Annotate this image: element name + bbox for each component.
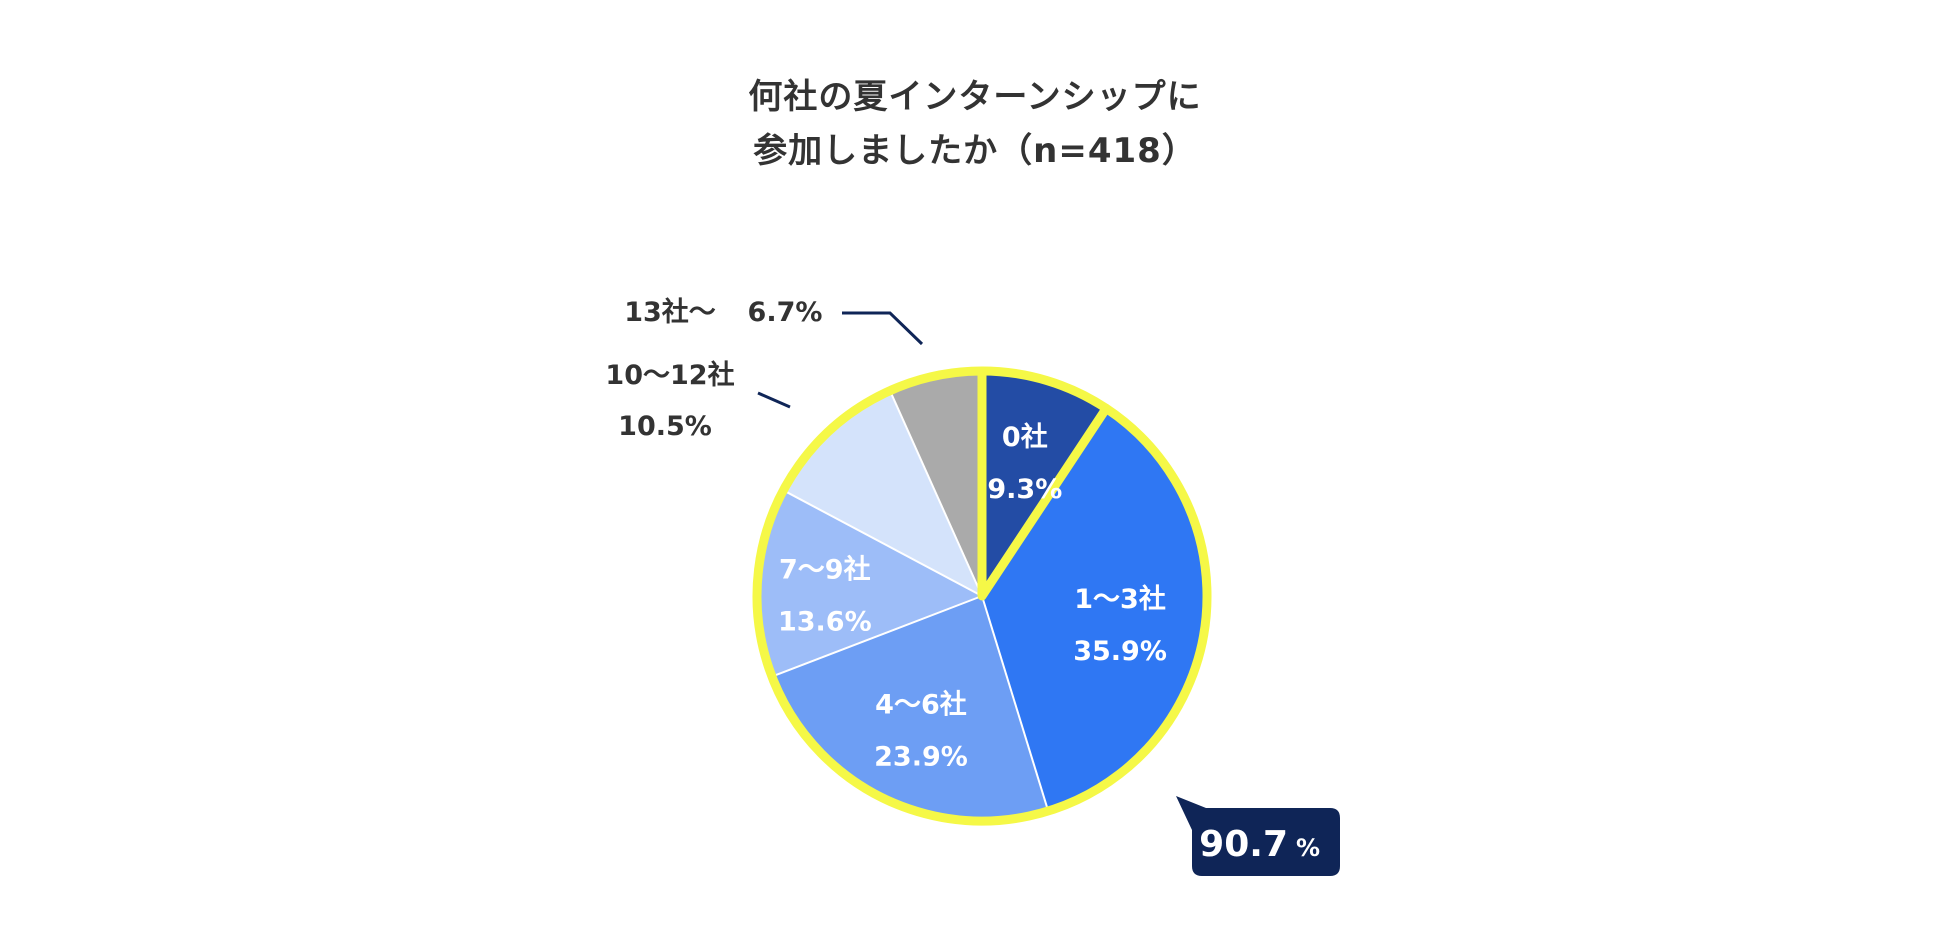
slice-value-label: 10.5% (618, 411, 712, 442)
pie-slice (982, 371, 1107, 596)
slice-name-label: 10〜12社 (605, 359, 734, 391)
slice-name-label: 4〜6社 (875, 688, 967, 720)
slice-name-label: 1〜3社 (1074, 583, 1166, 615)
pie-slice (982, 408, 1208, 812)
pie-slices (756, 371, 1208, 821)
highlight-badge: 90.7 % (1176, 796, 1340, 876)
slice-name-label: 13社〜 (624, 296, 716, 328)
pie-slice (756, 490, 982, 677)
pie-slice (771, 596, 1049, 821)
slice-name-label: 7〜9社 (779, 553, 871, 585)
slice-labels: 0社 9.3% 1〜3社 35.9% 4〜6社 23.9% 7〜9社 13.6% 10〜12社 1… (605, 296, 1166, 772)
highlight-badge-unit: % (1296, 834, 1320, 862)
chart-title-line-1: 何社の夏インターンシップに (748, 77, 1202, 117)
highlight-badge-shape (1176, 796, 1340, 876)
slice-separator (782, 489, 983, 597)
slice-separator (771, 595, 983, 678)
highlight-outline (752, 366, 1212, 826)
pie-slice (889, 371, 982, 596)
highlight-badge-value: 90.7 (1199, 824, 1288, 865)
leader-lines (757, 311, 924, 409)
leader-line (842, 311, 924, 346)
leader-line (757, 391, 791, 409)
slice-separator (981, 595, 1050, 812)
slice-separator (889, 390, 983, 597)
slice-value-label: 9.3% (987, 474, 1062, 505)
slice-value-label: 13.6% (778, 606, 872, 637)
slice-value-label: 23.9% (874, 741, 968, 772)
chart-title: 何社の夏インターンシップに 参加しましたか（n=418） (0, 70, 1950, 178)
pie-outer-ring (982, 366, 1109, 413)
chart-title-line-2: 参加しましたか（n=418） (753, 131, 1197, 171)
pie-slice (783, 390, 982, 596)
slice-value-label: 6.7% (748, 297, 823, 328)
slice-name-label: 0社 (1002, 421, 1048, 453)
slice-value-label: 35.9% (1073, 636, 1167, 667)
